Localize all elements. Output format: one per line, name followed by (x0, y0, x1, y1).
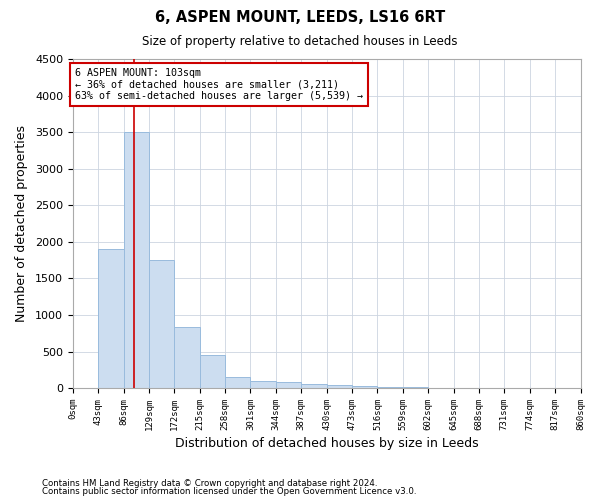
Bar (149, 260, 175, 388)
Bar (98, 249, 124, 388)
Bar (377, 387, 403, 388)
Bar (352, 386, 377, 388)
Bar (301, 384, 326, 388)
Text: 6, ASPEN MOUNT, LEEDS, LS16 6RT: 6, ASPEN MOUNT, LEEDS, LS16 6RT (155, 10, 445, 25)
Text: Contains public sector information licensed under the Open Government Licence v3: Contains public sector information licen… (42, 487, 416, 496)
Bar (124, 132, 149, 388)
Bar (250, 381, 276, 388)
Text: Size of property relative to detached houses in Leeds: Size of property relative to detached ho… (142, 35, 458, 48)
Bar (225, 376, 250, 388)
Bar (326, 385, 352, 388)
Bar (175, 328, 200, 388)
Bar (200, 355, 225, 388)
Text: 6 ASPEN MOUNT: 103sqm
← 36% of detached houses are smaller (3,211)
63% of semi-d: 6 ASPEN MOUNT: 103sqm ← 36% of detached … (74, 68, 362, 101)
X-axis label: Distribution of detached houses by size in Leeds: Distribution of detached houses by size … (175, 437, 478, 450)
Y-axis label: Number of detached properties: Number of detached properties (15, 125, 28, 322)
Bar (276, 382, 301, 388)
Text: Contains HM Land Registry data © Crown copyright and database right 2024.: Contains HM Land Registry data © Crown c… (42, 478, 377, 488)
